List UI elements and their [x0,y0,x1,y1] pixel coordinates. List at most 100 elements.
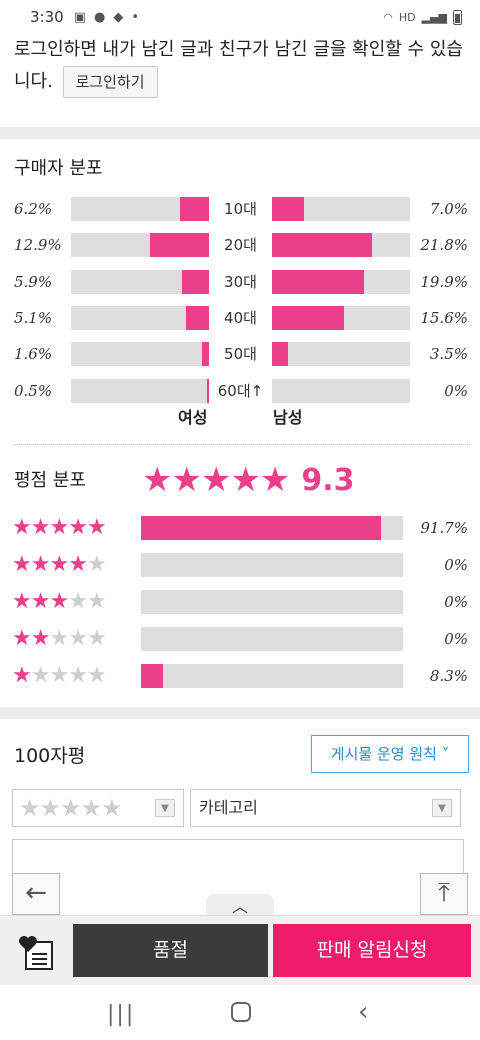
calendar-icon: ▣ [73,9,86,25]
category-select-value: 카테고리 [199,798,258,817]
male-label: 남성 [273,408,303,427]
rating-bar [141,590,403,614]
rating-bar [141,516,403,540]
female-bar [71,378,209,403]
female-bar-fill [201,342,209,367]
sold-out-button[interactable]: 품절 [73,924,268,977]
rating-bar [141,553,403,577]
login-button[interactable]: 로그인하기 [62,66,158,98]
more-dot-icon: • [131,9,139,25]
wifi-icon: ◠ [383,10,393,24]
buyer-row: 5.1% 40대 15.6% [0,305,480,330]
rating-bar-fill [141,664,163,688]
female-bar [71,342,209,367]
female-percent: 0.5% [14,381,53,400]
male-bar-fill [272,269,364,294]
age-group-label: 50대 [224,345,257,364]
category-select[interactable]: 카테고리 ▼ [190,789,461,827]
male-percent: 0% [444,381,468,400]
female-percent: 12.9% [14,236,62,255]
age-group-label: 20대 [224,236,257,255]
bottom-action-bar: 품절 판매 알림신청 [0,915,480,985]
male-bar [272,269,410,294]
rating-row: ★★★★★ 0% [0,590,480,614]
male-bar [272,197,410,221]
posting-policy-button[interactable]: 게시물 운영 원칙 ˅ [311,735,469,773]
female-bar-fill [206,378,209,403]
rating-row: ★★★★★ 8.3% [0,664,480,688]
expand-handle[interactable]: ︿ [206,894,274,918]
section-divider [0,127,480,139]
dotted-divider [14,444,470,445]
scroll-top-button[interactable]: ⤒ [420,873,468,915]
review-section-title: 100자평 [14,745,86,767]
buyer-row: 1.6% 50대 3.5% [0,342,480,367]
rating-row: ★★★★★ 91.7% [0,516,480,540]
male-percent: 7.0% [429,200,468,218]
male-bar [272,342,410,367]
chevron-up-icon: ︿ [231,897,248,916]
male-bar [272,378,410,403]
average-score: 9.3 [301,462,355,498]
rating-row: ★★★★★ 0% [0,553,480,577]
female-bar-fill [181,269,209,294]
system-nav-bar: ||| ‹ [0,985,480,1040]
rating-bar-fill [141,516,382,540]
status-time: 3:30 [30,8,64,26]
talk-icon: ● [93,9,106,25]
female-bar [71,197,209,221]
row-stars-icon: ★★★★★ [12,552,107,577]
dropdown-caret-icon: ▼ [432,799,452,817]
rating-select[interactable]: ★★★★★ ▼ [12,789,184,827]
back-arrow-button[interactable]: ← [12,873,60,915]
row-stars-icon: ★★★★★ [12,515,107,540]
row-stars-icon: ★★★★★ [12,589,107,614]
female-bar-fill [149,233,209,258]
login-notice: 로그인하면 내가 남긴 글과 친구가 남긴 글을 확인할 수 있습니다. 로그인… [14,34,470,98]
wishlist-heart-icon[interactable] [16,932,56,972]
rating-row: ★★★★★ 0% [0,627,480,651]
male-percent: 3.5% [429,345,468,364]
back-icon[interactable]: ‹ [358,997,369,1027]
rating-bar [141,664,403,688]
female-percent: 5.1% [14,308,53,327]
female-bar [71,233,209,258]
female-percent: 1.6% [14,345,53,364]
age-group-label: 10대 [224,200,257,218]
home-icon[interactable] [231,1002,251,1022]
posting-policy-label: 게시물 운영 원칙 [330,745,437,763]
recent-apps-icon[interactable]: ||| [107,1002,136,1027]
buyer-row: 5.9% 30대 19.9% [0,269,480,294]
female-bar [71,269,209,294]
male-bar-fill [272,342,289,367]
pill-icon: ◆ [113,9,124,25]
rating-bar [141,627,403,651]
age-group-label: 40대 [224,308,257,327]
signal-icon: ▂▄▆ [421,10,447,24]
rating-percent: 0% [444,593,468,611]
dropdown-caret-icon: ▼ [155,799,175,817]
male-bar [272,233,410,258]
sale-alert-button[interactable]: 판매 알림신청 [273,924,471,977]
buyer-row: 6.2% 10대 7.0% [0,197,480,221]
rating-percent: 0% [444,556,468,574]
hd-voice-label: HD [398,10,416,24]
battery-icon [453,9,462,25]
status-bar: 3:30 ▣ ● ◆ • ◠ HD ▂▄▆ [0,0,480,34]
male-bar-fill [272,233,373,258]
rating-select-stars-icon: ★★★★★ [19,794,123,822]
female-percent: 6.2% [14,200,53,218]
average-stars-icon: ★★★★★ [142,460,290,500]
age-group-label: 30대 [224,272,257,291]
login-notice-text: 로그인하면 내가 남긴 글과 친구가 남긴 글을 확인할 수 있습니다. [14,39,463,92]
arrow-left-icon: ← [25,878,47,908]
buyer-distribution-title: 구매자 분포 [14,158,103,179]
buyer-row: 12.9% 20대 21.8% [0,233,480,258]
male-percent: 19.9% [420,272,468,291]
male-bar-fill [272,305,344,330]
notification-icons: ▣ ● ◆ • [74,10,139,25]
rating-percent: 8.3% [429,667,468,685]
male-percent: 15.6% [420,308,468,327]
row-stars-icon: ★★★★★ [12,663,107,688]
male-percent: 21.8% [420,236,468,255]
